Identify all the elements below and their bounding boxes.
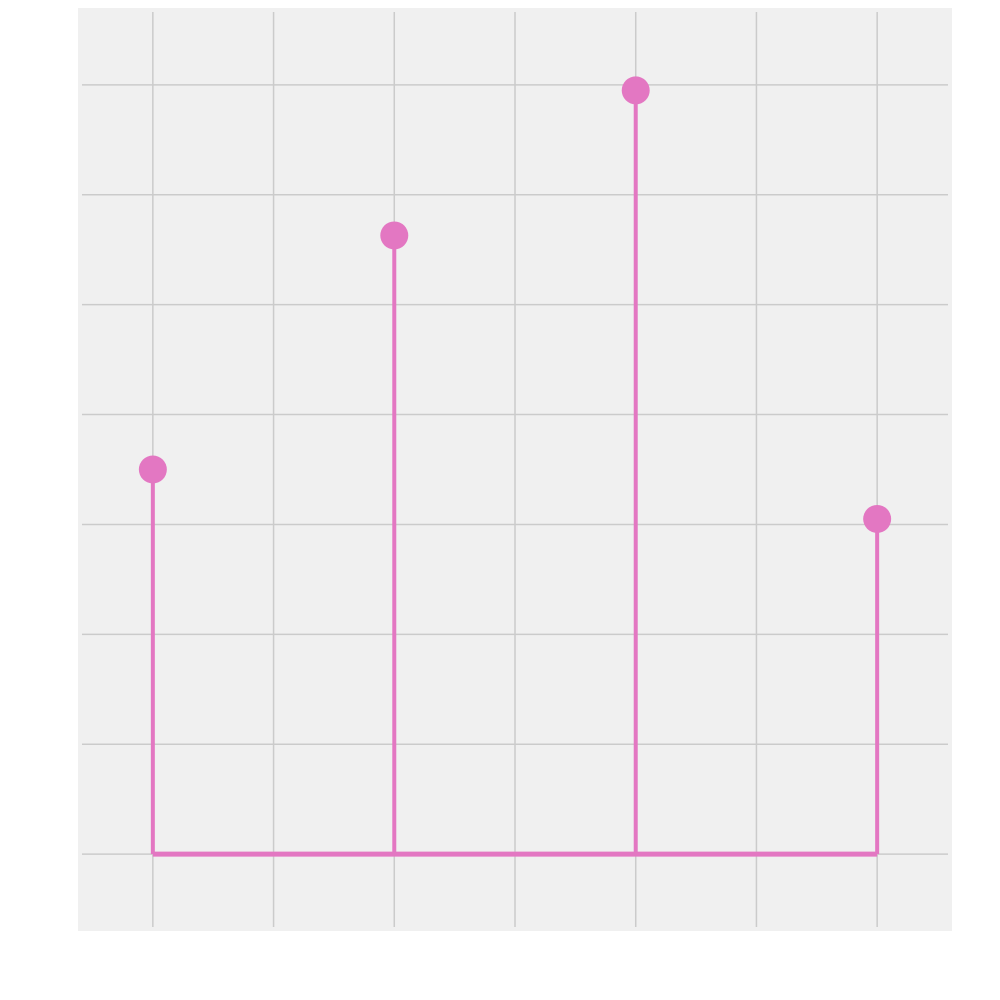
stem-marker bbox=[621, 76, 650, 105]
stem-marker bbox=[863, 504, 892, 533]
stem-series bbox=[138, 76, 892, 857]
stem-marker bbox=[380, 221, 409, 250]
stem-marker bbox=[138, 455, 167, 484]
